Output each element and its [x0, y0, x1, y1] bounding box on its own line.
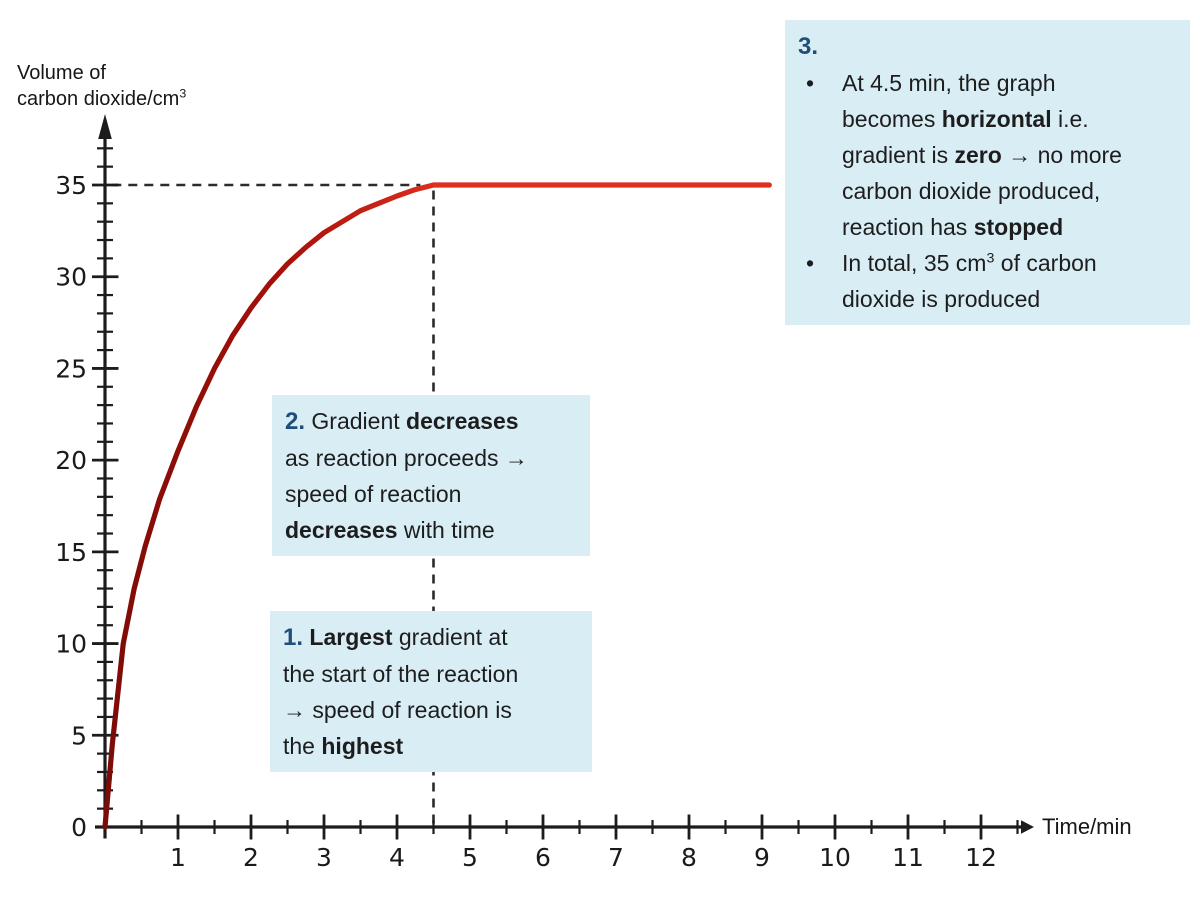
text-segment: → speed of reaction is — [283, 697, 512, 723]
text-line: reaction has stopped — [842, 209, 1177, 245]
x-tick-label-3: 3 — [316, 843, 332, 872]
x-axis-title: Time/min — [1042, 814, 1132, 839]
text-segment: 3 — [986, 250, 995, 267]
text-segment: In total, 35 cm — [842, 250, 987, 276]
x-tick-label-7: 7 — [608, 843, 624, 872]
text-segment: speed of reaction — [285, 481, 462, 507]
y-tick-label-10: 10 — [55, 630, 87, 659]
text-segment: with time — [397, 517, 495, 543]
text-segment: decreases — [285, 517, 398, 543]
text-line: → speed of reaction is — [283, 692, 579, 728]
x-axis-arrow-icon — [1021, 820, 1034, 834]
y-tick-label-15: 15 — [55, 538, 87, 567]
x-tick-label-2: 2 — [243, 843, 259, 872]
text-line: 2. Gradient decreases — [285, 403, 577, 440]
y-axis-arrow-icon — [98, 114, 112, 139]
y-axis-title-superscript: 3 — [179, 86, 187, 101]
text-segment: dioxide is produced — [842, 286, 1041, 312]
y-axis-title: Volume of carbon dioxide/cm3 — [17, 60, 186, 112]
text-segment: At 4.5 min, the graph — [842, 70, 1056, 96]
text-segment: decreases — [406, 408, 519, 434]
text-segment: highest — [321, 733, 404, 759]
text-segment: zero — [954, 142, 1002, 168]
text-line: 3. — [798, 28, 1177, 65]
annotation-box-2-gradient-decreases: 2. Gradient decreases as reaction proceed… — [272, 395, 590, 556]
x-tick-label-12: 12 — [965, 843, 997, 872]
annotation-box-1-largest-gradient: 1. Largest gradient at the start of the r… — [270, 611, 592, 772]
y-tick-label-20: 20 — [55, 446, 87, 475]
bullet-icon: • — [806, 70, 815, 96]
text-segment: no more — [1031, 142, 1122, 168]
text-line: carbon dioxide produced, — [842, 173, 1177, 209]
x-tick-label-10: 10 — [819, 843, 851, 872]
text-segment: becomes — [842, 106, 942, 132]
text-line: decreases with time — [285, 512, 577, 548]
text-segment: of carbon — [994, 250, 1097, 276]
text-line: • At 4.5 min, the graph — [798, 65, 1177, 101]
text-segment: as reaction proceeds → — [285, 445, 528, 471]
y-tick-label-35: 35 — [55, 171, 87, 200]
text-line: gradient is zero → no more — [842, 137, 1177, 173]
text-line: dioxide is produced — [842, 281, 1177, 317]
text-segment: carbon dioxide produced, — [842, 178, 1101, 204]
text-line: speed of reaction — [285, 476, 577, 512]
step-number: 2. — [285, 408, 306, 435]
x-tick-label-5: 5 — [462, 843, 478, 872]
text-segment: stopped — [973, 214, 1064, 240]
text-segment: horizontal — [941, 106, 1052, 132]
text-segment: Gradient — [305, 408, 407, 434]
x-tick-label-1: 1 — [170, 843, 186, 872]
co2-volume-curve — [102, 182, 772, 830]
text-segment: Largest — [309, 624, 393, 650]
text-segment: gradient is — [842, 142, 955, 168]
text-segment: reaction has — [842, 214, 974, 240]
text-line: as reaction proceeds → — [285, 440, 577, 476]
y-tick-label-30: 30 — [55, 263, 87, 292]
text-segment: the start of the reaction — [283, 661, 519, 687]
y-tick-label-25: 25 — [55, 354, 87, 383]
y-tick-label-0: 0 — [71, 813, 87, 842]
text-line: • In total, 35 cm3 of carbon — [798, 245, 1177, 281]
x-tick-label-4: 4 — [389, 843, 405, 872]
x-tick-label-6: 6 — [535, 843, 551, 872]
text-line: 1. Largest gradient at — [283, 619, 579, 656]
y-axis-title-line2: carbon dioxide/cm — [17, 88, 180, 110]
y-axis-title-line1: Volume of — [17, 62, 106, 84]
annotation-box-3-horizontal-gradient-zero: 3. • At 4.5 min, the graph becomes horizont… — [785, 20, 1190, 325]
step-number: 3. — [798, 33, 819, 60]
step-number: 1. — [283, 624, 304, 651]
bullet-icon: • — [806, 250, 815, 276]
x-tick-label-9: 9 — [754, 843, 770, 872]
text-line: the start of the reaction — [283, 656, 579, 692]
text-segment: i.e. — [1051, 106, 1089, 132]
x-tick-label-8: 8 — [681, 843, 697, 872]
y-tick-label-5: 5 — [71, 721, 87, 750]
text-segment: gradient at — [392, 624, 508, 650]
text-line: becomes horizontal i.e. — [842, 101, 1177, 137]
text-line: the highest — [283, 728, 579, 764]
text-segment: → — [1008, 142, 1032, 168]
x-tick-label-11: 11 — [892, 843, 924, 872]
text-segment: the — [283, 733, 322, 759]
